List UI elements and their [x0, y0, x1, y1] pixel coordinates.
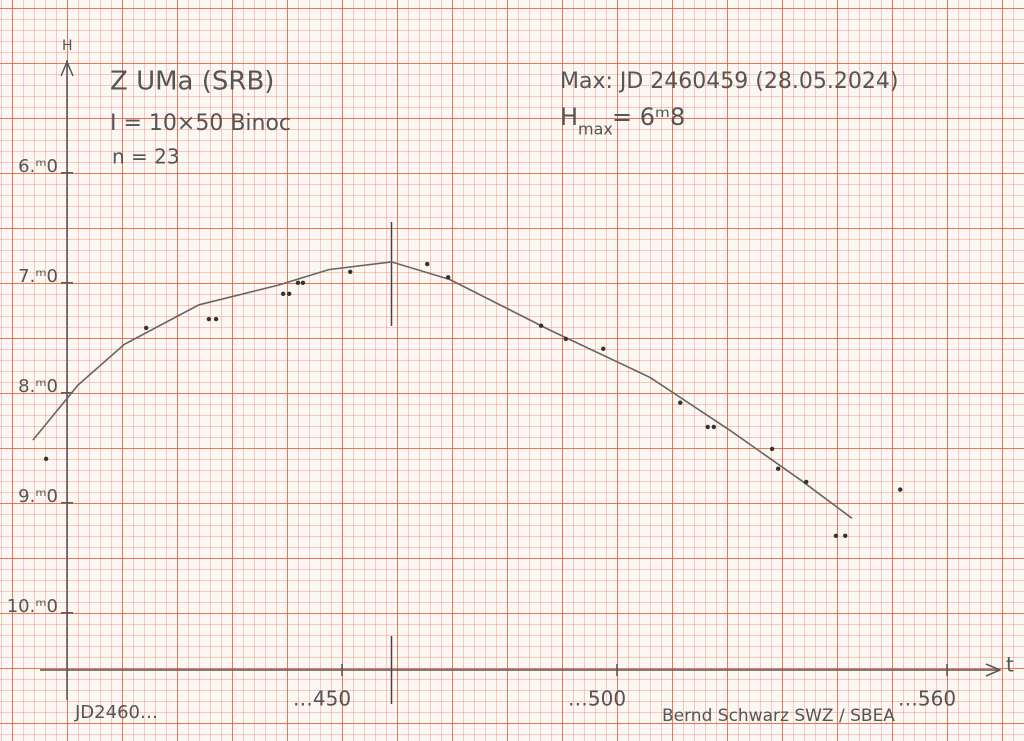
- subtitle: I = 10×50 Binoc: [110, 111, 291, 136]
- y-arrow: [60, 60, 74, 77]
- point: [206, 316, 212, 322]
- point: [445, 275, 451, 280]
- point: [898, 487, 903, 492]
- point: [705, 424, 710, 430]
- x-tick-label: …500: [568, 687, 626, 711]
- y-axis-label: H: [62, 38, 73, 54]
- x-axis-label: t: [1006, 653, 1014, 677]
- x-arrow: [985, 663, 1002, 677]
- point: [843, 533, 848, 538]
- subtitle: n = 23: [112, 145, 180, 169]
- y-tick-label: 10.ᵐ0: [7, 596, 58, 617]
- point: [775, 466, 781, 471]
- point: [295, 280, 301, 285]
- point: [425, 261, 430, 267]
- point: [300, 280, 306, 285]
- point: [280, 291, 286, 296]
- x-prefix: JD2460…: [74, 702, 158, 723]
- annotation: = 6ᵐ8: [612, 103, 685, 131]
- y-tick-label: 9.ᵐ0: [18, 486, 58, 507]
- point: [348, 269, 353, 274]
- point: [538, 323, 544, 328]
- point: [711, 424, 716, 430]
- point: [213, 316, 219, 322]
- point: [678, 400, 683, 405]
- annotation: Max: JD 2460459 (28.05.2024): [560, 69, 898, 94]
- point: [43, 456, 49, 461]
- point: [144, 325, 149, 331]
- y-tick-label: 7.ᵐ0: [18, 266, 58, 287]
- point: [287, 291, 292, 296]
- point: [804, 479, 809, 485]
- point: [833, 533, 839, 538]
- chart-title: Z UMa (SRB): [110, 67, 274, 97]
- annotation: max: [578, 120, 613, 139]
- x-tick-label: …560: [898, 687, 956, 711]
- x-tick-label: …450: [293, 687, 351, 711]
- y-tick-label: 6.ᵐ0: [18, 156, 58, 177]
- credit: Bernd Schwarz SWZ / SBEA: [662, 706, 895, 726]
- y-tick-label: 8.ᵐ0: [18, 376, 58, 397]
- point: [563, 336, 569, 342]
- annotation: H: [560, 103, 578, 131]
- point: [601, 346, 606, 351]
- point: [769, 446, 775, 452]
- fit-curve: [32, 261, 853, 519]
